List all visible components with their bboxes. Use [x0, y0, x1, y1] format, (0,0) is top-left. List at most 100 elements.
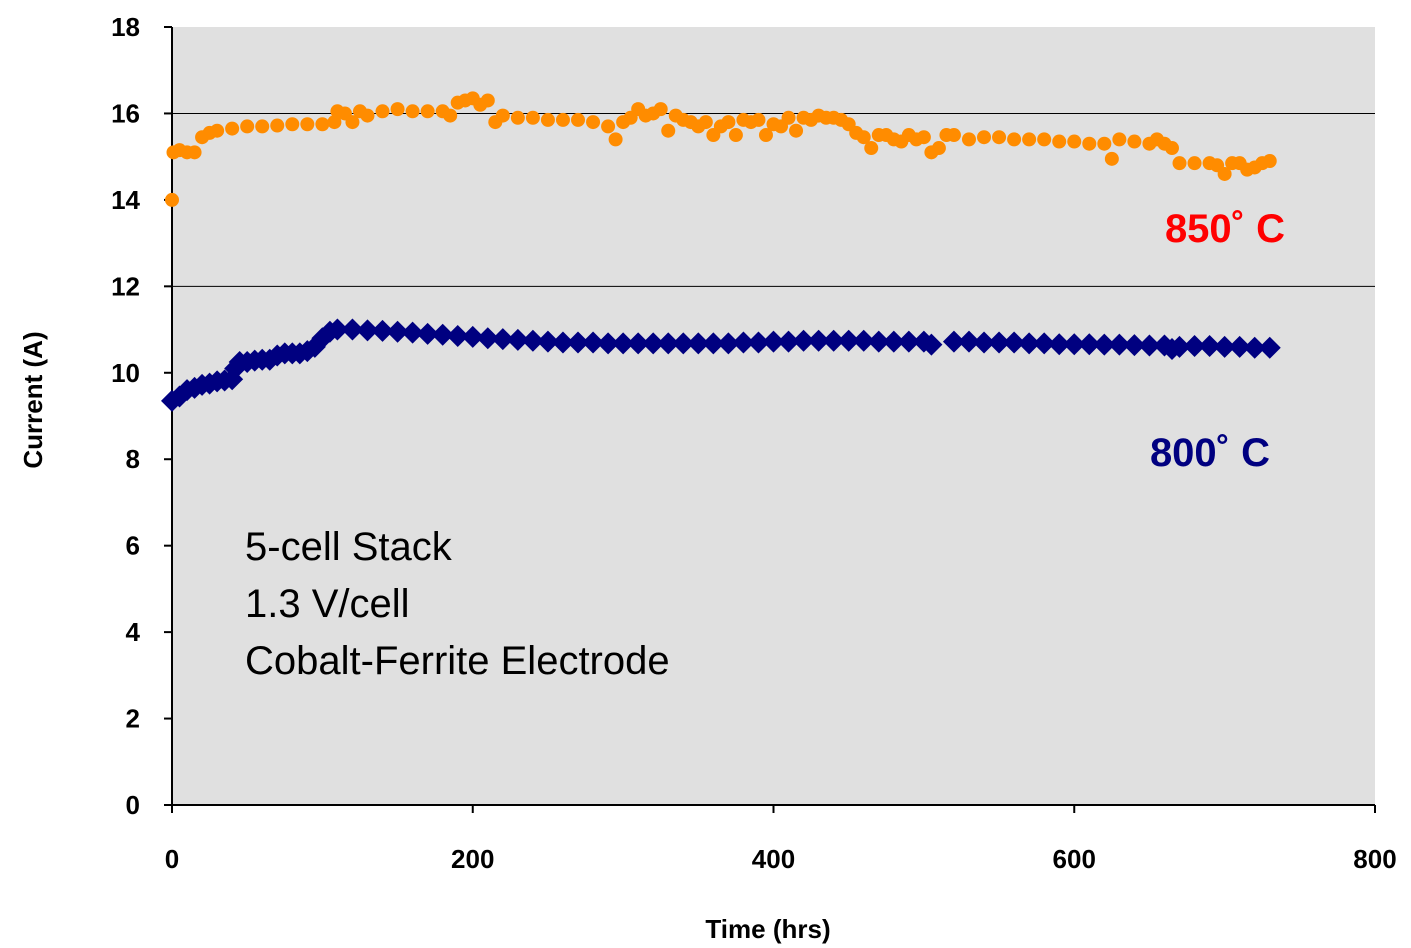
- series-label-850: 850˚ C: [1165, 207, 1285, 251]
- data-point: [687, 332, 710, 355]
- data-point: [1037, 132, 1052, 147]
- data-point: [1217, 166, 1232, 181]
- data-point: [255, 119, 270, 134]
- y-tick-label: 12: [111, 271, 140, 301]
- data-point: [1127, 134, 1142, 149]
- data-point: [270, 118, 285, 133]
- y-tick-label: 16: [111, 98, 140, 128]
- data-point: [1063, 333, 1086, 356]
- data-point: [1258, 336, 1281, 359]
- data-point: [187, 145, 202, 160]
- data-point: [1033, 332, 1056, 355]
- y-tick-label: 4: [126, 617, 141, 647]
- data-point: [698, 115, 713, 130]
- x-tick-label: 0: [165, 844, 179, 874]
- data-point: [1052, 134, 1067, 149]
- data-point: [300, 117, 315, 132]
- series-1-points: [161, 318, 1281, 412]
- data-point: [717, 332, 740, 355]
- data-point: [608, 132, 623, 147]
- data-point: [992, 130, 1007, 145]
- data-point: [1048, 333, 1071, 356]
- x-tick-label: 800: [1353, 844, 1396, 874]
- data-point: [1164, 141, 1179, 156]
- data-point: [977, 130, 992, 145]
- data-point: [777, 330, 800, 353]
- data-point: [510, 110, 525, 125]
- data-point: [657, 332, 680, 355]
- data-point: [285, 117, 300, 132]
- data-point: [416, 322, 439, 345]
- data-point: [1138, 334, 1161, 357]
- data-point: [792, 329, 815, 352]
- data-point: [1097, 136, 1112, 151]
- y-tick-label: 14: [111, 185, 140, 215]
- data-point: [480, 93, 495, 108]
- data-point: [405, 104, 420, 119]
- data-point: [1243, 336, 1266, 359]
- data-point: [571, 112, 586, 127]
- data-point: [461, 325, 484, 348]
- data-point: [973, 331, 996, 354]
- data-point: [225, 121, 240, 136]
- y-tick-label: 6: [126, 531, 140, 561]
- data-point: [807, 329, 830, 352]
- data-point: [1003, 331, 1026, 354]
- data-point: [1007, 132, 1022, 147]
- data-point: [946, 128, 961, 143]
- y-tick-label: 2: [126, 704, 140, 734]
- data-point: [210, 123, 225, 138]
- data-point: [356, 319, 379, 342]
- series-label-800: 800˚ C: [1150, 431, 1270, 475]
- data-point: [758, 128, 773, 143]
- data-point: [781, 110, 796, 125]
- data-point: [165, 192, 179, 207]
- annotation-line-3: Cobalt-Ferrite Electrode: [245, 639, 670, 683]
- data-point: [837, 329, 860, 352]
- plot-area: [172, 27, 1375, 805]
- data-point: [240, 119, 255, 134]
- data-point: [942, 330, 965, 353]
- data-point: [1108, 333, 1131, 356]
- data-point: [597, 332, 620, 355]
- data-point: [491, 328, 514, 351]
- data-point: [551, 331, 574, 354]
- data-point: [1112, 132, 1127, 147]
- data-point: [1213, 335, 1236, 358]
- data-point: [371, 319, 394, 342]
- data-point: [762, 330, 785, 353]
- x-ticks: 0 200 400 600 800: [165, 805, 1397, 874]
- data-point: [555, 112, 570, 127]
- data-point: [567, 331, 590, 354]
- data-point: [897, 330, 920, 353]
- data-point: [401, 321, 424, 344]
- data-point: [1168, 335, 1191, 358]
- data-point: [789, 123, 804, 138]
- data-point: [961, 132, 976, 147]
- annotation-line-1: 5-cell Stack: [245, 525, 453, 569]
- data-point: [601, 119, 616, 134]
- data-point: [751, 112, 766, 127]
- data-point: [586, 115, 601, 130]
- data-point: [525, 110, 540, 125]
- data-point: [721, 115, 736, 130]
- data-point: [612, 332, 635, 355]
- data-point: [852, 329, 875, 352]
- data-point: [1198, 334, 1221, 357]
- data-point: [627, 332, 650, 355]
- data-point: [446, 325, 469, 348]
- data-point: [420, 104, 435, 119]
- data-point: [536, 330, 559, 353]
- data-point: [1078, 333, 1101, 356]
- data-point: [476, 327, 499, 350]
- data-point: [1067, 134, 1082, 149]
- data-point: [1022, 132, 1037, 147]
- y-axis-title: Current (A): [18, 331, 48, 468]
- data-point: [1082, 136, 1097, 151]
- data-point: [1228, 335, 1251, 358]
- data-point: [540, 112, 555, 127]
- data-point: [375, 104, 390, 119]
- y-tick-label: 18: [111, 12, 140, 42]
- data-point: [521, 329, 544, 352]
- y-tick-label: 10: [111, 358, 140, 388]
